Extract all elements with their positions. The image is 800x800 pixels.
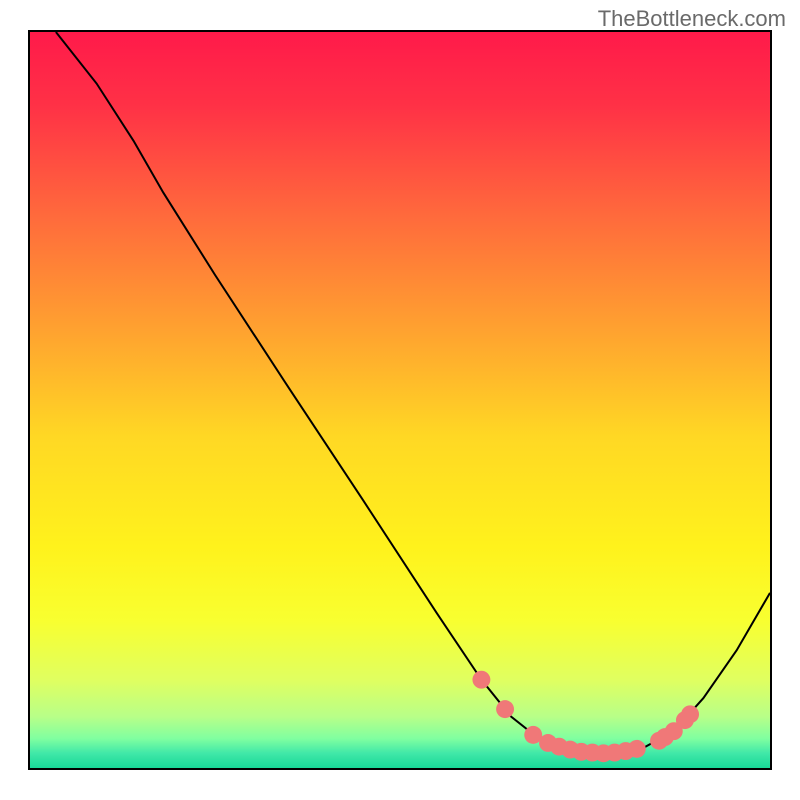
curve-marker	[472, 671, 490, 689]
watermark-text: TheBottleneck.com	[598, 6, 786, 32]
chart-curve-layer	[30, 32, 770, 768]
curve-marker	[681, 705, 699, 723]
chart-container	[28, 30, 772, 770]
curve-markers	[472, 671, 699, 763]
curve-marker	[628, 740, 646, 758]
bottleneck-curve	[56, 32, 770, 753]
curve-marker	[496, 700, 514, 718]
